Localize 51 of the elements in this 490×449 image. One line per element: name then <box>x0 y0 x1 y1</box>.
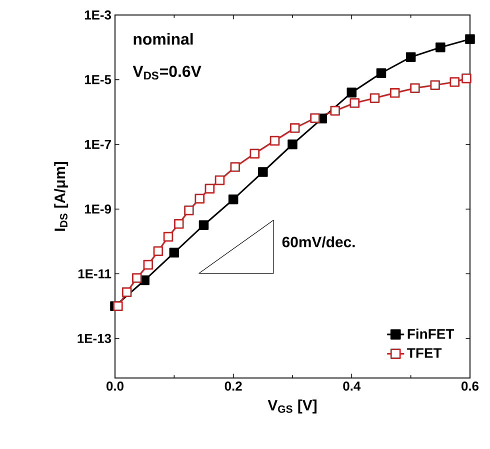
annotation: nominal <box>134 33 193 45</box>
y-tick-label: 1E-3 <box>84 10 112 20</box>
point <box>132 273 142 283</box>
point <box>350 98 360 108</box>
point <box>436 42 446 52</box>
y-tick-label: 1E-11 <box>78 269 112 278</box>
point <box>310 113 320 123</box>
point <box>376 68 386 78</box>
point <box>290 123 300 133</box>
point <box>250 148 260 158</box>
point <box>465 34 475 44</box>
point <box>113 301 123 312</box>
point <box>406 52 416 62</box>
x-tick-label: 0.6 <box>462 382 479 391</box>
annotation: 60mV/dec. <box>282 236 355 248</box>
point <box>370 93 380 103</box>
point <box>184 206 194 216</box>
legend-label: TFET <box>407 348 442 358</box>
point <box>270 136 280 146</box>
point <box>430 80 440 90</box>
point <box>258 167 268 177</box>
point <box>174 218 184 229</box>
x-tick-label: 0.0 <box>106 382 124 391</box>
point <box>143 260 154 270</box>
y-tick-label: 1E-13 <box>78 334 112 344</box>
point <box>390 88 400 98</box>
point <box>410 83 420 93</box>
point <box>462 73 472 84</box>
point <box>163 232 174 242</box>
point <box>346 88 357 98</box>
point <box>230 162 240 172</box>
point <box>450 77 460 87</box>
point <box>288 140 298 150</box>
point <box>153 246 164 256</box>
point <box>198 220 209 230</box>
point <box>194 194 204 204</box>
point <box>228 194 238 204</box>
x-axis-title: V$_{GS}$ [V] <box>268 400 316 414</box>
y-tick-label: 1E-7 <box>84 140 111 149</box>
point <box>122 287 132 298</box>
x-tick-label: 0.4 <box>343 382 361 391</box>
point <box>169 248 180 258</box>
annotation: V$_{DS}$=0.6V <box>132 66 202 80</box>
point <box>330 106 340 116</box>
y-tick-label: 1E-5 <box>84 75 112 84</box>
y-tick-label: 1E-9 <box>84 204 111 214</box>
x-tick-label: 0.2 <box>224 382 242 391</box>
point <box>204 184 215 194</box>
y-axis-title: I$_{DS}$ [A/μm] <box>54 162 68 231</box>
point <box>214 175 225 186</box>
legend-label: FinFET <box>408 328 454 339</box>
